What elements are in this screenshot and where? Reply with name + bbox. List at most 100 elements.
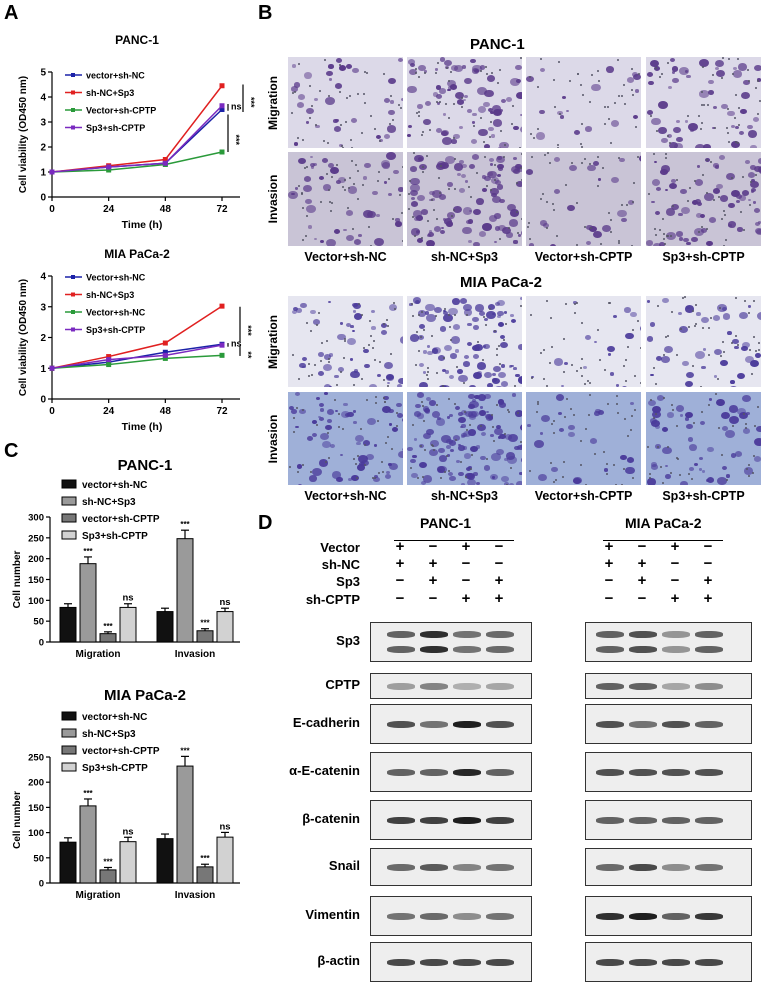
bar bbox=[216, 836, 234, 884]
condition-sign: + bbox=[395, 538, 405, 555]
blot-strip bbox=[585, 848, 752, 886]
protein-label: α-E-catenin bbox=[289, 763, 360, 778]
data-point bbox=[162, 355, 168, 361]
condition-sign: + bbox=[703, 572, 713, 589]
condition-label: sh-CPTP bbox=[305, 592, 360, 607]
micro-column-label: Vector+sh-NC bbox=[304, 489, 387, 503]
sig-label: ns bbox=[122, 593, 133, 604]
y-tick-label: 100 bbox=[28, 596, 44, 607]
condition-sign: + bbox=[494, 572, 504, 589]
condition-sign: − bbox=[494, 555, 504, 572]
bar bbox=[196, 866, 214, 884]
condition-label: Sp3 bbox=[336, 574, 360, 589]
legend-label: sh-NC+Sp3 bbox=[82, 497, 136, 508]
y-axis-label: Cell viability (OD450 nm) bbox=[18, 76, 29, 193]
data-point bbox=[106, 167, 112, 173]
y-tick-label: 200 bbox=[28, 554, 44, 565]
y-tick-label: 200 bbox=[28, 778, 44, 789]
x-tick-label: 72 bbox=[216, 406, 228, 417]
micro-row-label: Invasion bbox=[266, 414, 280, 463]
sig-label: ns bbox=[231, 102, 242, 112]
blot-strip bbox=[370, 704, 532, 744]
data-point bbox=[106, 164, 112, 170]
y-tick-label: 150 bbox=[28, 575, 44, 586]
condition-sign: + bbox=[670, 590, 680, 607]
sig-label: *** bbox=[83, 789, 93, 798]
condition-label: Vector bbox=[320, 540, 360, 555]
micro-column-label: Vector+sh-CPTP bbox=[534, 250, 633, 264]
protein-label: β-catenin bbox=[302, 811, 360, 826]
chart-title: PANC-1 bbox=[118, 457, 173, 474]
condition-sign: + bbox=[395, 555, 405, 572]
legend-swatch bbox=[61, 711, 77, 721]
divider bbox=[603, 540, 723, 541]
micrograph bbox=[646, 392, 761, 485]
legend-label: sh-NC+Sp3 bbox=[86, 290, 134, 300]
panel-label-c: C bbox=[4, 440, 19, 462]
protein-label: CPTP bbox=[325, 677, 360, 692]
blot-strip bbox=[585, 704, 752, 744]
condition-sign: − bbox=[604, 572, 614, 589]
sig-label: ns bbox=[219, 821, 230, 832]
blot-strip bbox=[585, 896, 752, 936]
data-point bbox=[219, 103, 225, 109]
sig-label: *** bbox=[103, 622, 113, 631]
condition-sign: − bbox=[395, 590, 405, 607]
legend-marker bbox=[71, 292, 75, 297]
legend-swatch bbox=[61, 530, 77, 540]
sig-label: *** bbox=[246, 97, 256, 108]
legend-swatch bbox=[61, 762, 77, 772]
legend-label: Vector+sh-NC bbox=[86, 308, 146, 318]
legend-label: Sp3+sh-CPTP bbox=[82, 763, 148, 774]
y-tick-label: 4 bbox=[40, 272, 46, 283]
panel-label-b: B bbox=[258, 2, 273, 24]
condition-sign: + bbox=[703, 590, 713, 607]
legend-swatch bbox=[61, 479, 77, 489]
legend-marker bbox=[71, 125, 75, 130]
sig-label: ** bbox=[243, 351, 253, 359]
micrograph bbox=[288, 57, 403, 148]
condition-label: sh-NC bbox=[321, 557, 360, 572]
condition-sign: − bbox=[637, 538, 647, 555]
micrograph bbox=[646, 152, 761, 246]
blot-strip bbox=[370, 896, 532, 936]
x-axis-label: Time (h) bbox=[122, 219, 163, 231]
micro-column-label: Sp3+sh-CPTP bbox=[662, 489, 745, 503]
legend-marker bbox=[71, 275, 75, 279]
data-point bbox=[106, 362, 112, 368]
data-point bbox=[219, 342, 225, 348]
y-tick-label: 0 bbox=[40, 193, 46, 204]
x-tick-label: Invasion bbox=[175, 649, 216, 660]
sig-label: ns bbox=[231, 339, 242, 349]
y-tick-label: 250 bbox=[28, 533, 44, 544]
legend-marker bbox=[71, 310, 75, 314]
y-tick-label: 1 bbox=[40, 364, 46, 375]
bar bbox=[59, 841, 77, 884]
bar bbox=[79, 563, 97, 643]
condition-sign: − bbox=[637, 590, 647, 607]
sig-label: *** bbox=[243, 325, 253, 336]
panel-label-d: D bbox=[258, 512, 273, 534]
y-axis-label: Cell number bbox=[12, 791, 23, 849]
series-line bbox=[51, 344, 223, 369]
legend-marker bbox=[71, 73, 75, 77]
y-tick-label: 1 bbox=[40, 168, 46, 179]
series-line bbox=[51, 151, 223, 173]
bar bbox=[196, 630, 214, 643]
y-axis-label: Cell viability (OD450 nm) bbox=[18, 279, 29, 396]
condition-sign: − bbox=[670, 572, 680, 589]
bar bbox=[156, 611, 174, 643]
x-tick-label: 0 bbox=[49, 204, 55, 215]
condition-sign: − bbox=[604, 590, 614, 607]
condition-sign: − bbox=[703, 538, 713, 555]
y-axis-label: Cell number bbox=[12, 551, 23, 609]
legend-swatch bbox=[61, 496, 77, 506]
y-tick-label: 100 bbox=[28, 828, 44, 839]
legend-marker bbox=[71, 90, 75, 95]
x-tick-label: Invasion bbox=[175, 890, 216, 901]
micro-column-label: sh-NC+Sp3 bbox=[430, 250, 499, 264]
chart-title: PANC-1 bbox=[115, 33, 159, 47]
legend-label: sh-NC+Sp3 bbox=[86, 88, 134, 98]
y-tick-label: 300 bbox=[28, 513, 44, 524]
sig-label: *** bbox=[200, 854, 210, 863]
